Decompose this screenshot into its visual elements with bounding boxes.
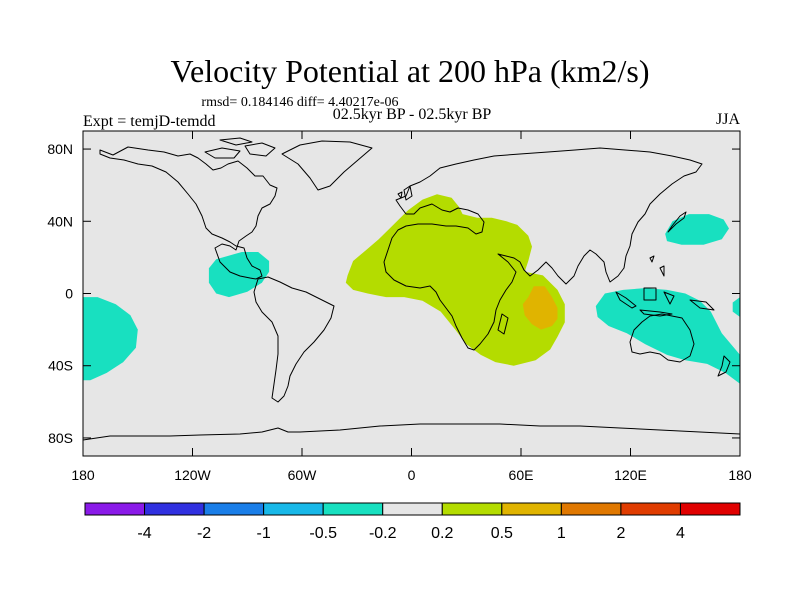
- y-tick-label: 40S: [48, 358, 73, 374]
- y-axis: 80N 40N 0 40S 80S: [47, 141, 740, 446]
- x-tick-label: 120W: [174, 467, 211, 483]
- coast-madagascar: [497, 313, 509, 335]
- colorbar-box: [322, 502, 384, 516]
- x-tick-label: 180: [728, 467, 752, 483]
- colorbar-level-label: 0.5: [491, 525, 513, 542]
- colorbar-level-label: -0.2: [369, 525, 397, 542]
- colorbar-box: [560, 502, 622, 516]
- region-north-africa-arabia-positive: [345, 194, 565, 366]
- region-dateline-east-negative: [732, 297, 740, 317]
- coast-arctic-islands: [204, 137, 276, 159]
- coast-australia: [629, 313, 695, 363]
- x-tick-label: 120E: [614, 467, 647, 483]
- colorbar-box: [620, 502, 681, 516]
- colorbar-box: [263, 502, 324, 516]
- colorbar-level-label: -2: [197, 525, 211, 542]
- colorbar: -4 -2 -1 -0.5 -0.2 0.2 0.5 1 2 4: [84, 502, 741, 542]
- x-axis: 180 120W 60W 0 60E 120E 180: [71, 131, 752, 483]
- region-south-pacific-negative: [83, 297, 138, 381]
- coast-eurasia-africa: [383, 147, 703, 351]
- y-tick-label: 40N: [47, 213, 73, 229]
- experiment-label: Expt = temjD-temdd: [83, 113, 216, 130]
- colorbar-box: [501, 502, 562, 516]
- chart-title: Velocity Potential at 200 hPa (km2/s): [170, 53, 649, 89]
- colorbar-box: [144, 502, 205, 516]
- colorbar-level-label: 0.2: [431, 525, 453, 542]
- y-tick-label: 0: [65, 286, 73, 302]
- coast-british-isles: [397, 185, 413, 201]
- colorbar-box: [382, 502, 443, 516]
- colorbar-box: [84, 502, 146, 516]
- x-tick-label: 60E: [509, 467, 534, 483]
- colorbar-level-label: -0.5: [309, 525, 337, 542]
- coast-south-america: [253, 276, 335, 403]
- region-maritime-continent-negative: [595, 288, 740, 384]
- coast-new-zealand: [717, 355, 731, 377]
- colorbar-level-label: -1: [257, 525, 271, 542]
- coast-japan-taiwan: [649, 211, 687, 277]
- period-label: 02.5kyr BP - 02.5kyr BP: [333, 106, 492, 123]
- colorbar-level-label: -4: [137, 525, 151, 542]
- y-tick-label: 80N: [47, 141, 73, 157]
- colorbar-box: [679, 502, 741, 516]
- region-indian-ocean-positive-core: [522, 286, 558, 330]
- stats-text: rmsd= 0.184146 diff= 4.40217e-06: [201, 95, 398, 110]
- x-tick-label: 60W: [288, 467, 318, 483]
- coastlines: [83, 137, 740, 441]
- colorbar-box: [441, 502, 503, 516]
- x-tick-label: 0: [408, 467, 416, 483]
- colorbar-level-label: 4: [676, 525, 685, 542]
- y-tick-label: 80S: [48, 430, 73, 446]
- contour-regions: [83, 194, 740, 384]
- coast-antarctica: [83, 423, 740, 441]
- colorbar-level-label: 1: [557, 525, 566, 542]
- coast-greenland: [281, 140, 373, 191]
- season-label: JJA: [716, 111, 740, 128]
- colorbar-box: [203, 502, 265, 516]
- x-tick-label: 180: [71, 467, 95, 483]
- coast-north-america: [99, 146, 278, 280]
- colorbar-level-label: 2: [616, 525, 625, 542]
- region-north-pacific-negative: [665, 214, 729, 245]
- region-central-america-negative: [208, 252, 270, 298]
